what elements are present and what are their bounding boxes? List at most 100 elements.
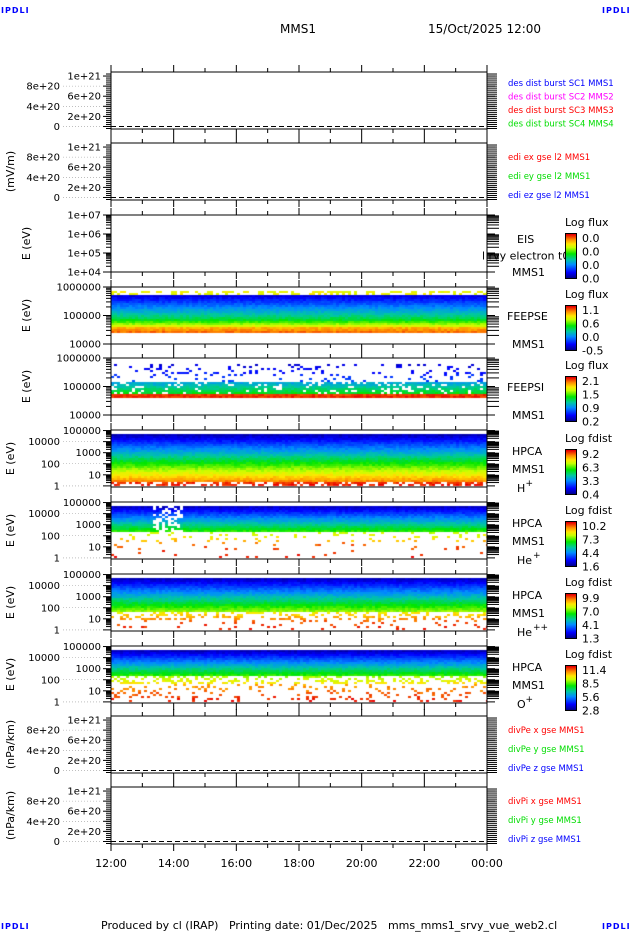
eis-colorbar-swatch	[566, 276, 576, 278]
hpca-he1-colorbar-swatch	[566, 557, 576, 559]
feepse-colorbar-swatch	[566, 325, 576, 327]
eis-colorbar-swatch	[566, 264, 576, 266]
hpca-o-colorbar-swatch	[566, 692, 576, 694]
hpca-h-colorbar-swatch	[566, 450, 576, 452]
hpca-h-spectrogram	[111, 430, 487, 487]
hpca-h-species-label: H	[517, 482, 525, 495]
feepse-colorbar-swatch	[566, 327, 576, 329]
hpca-o-colorbar-swatch	[566, 667, 576, 669]
hpca-he2-colorbar-swatch	[566, 604, 576, 606]
hpca-he2-colorbar-swatch	[566, 629, 576, 631]
time-axis-label: 16:00	[220, 857, 252, 870]
eis-colorbar-label: 0.0	[582, 259, 600, 272]
eis-ytick-label: 1e+04	[67, 268, 101, 279]
hpca-he1-colorbar-swatch	[566, 545, 576, 547]
eis-colorbar-label: 0.0	[582, 273, 600, 286]
feepse-colorbar-swatch	[566, 345, 576, 347]
hpca-o-colorbar-swatch	[566, 679, 576, 681]
feepsi-colorbar-swatch	[566, 388, 576, 390]
hpca-he1-colorbar-swatch	[566, 546, 576, 548]
feepsi-colorbar-swatch	[566, 386, 576, 388]
time-axis-label: 22:00	[408, 857, 440, 870]
hpca-h-colorbar-swatch	[566, 463, 576, 465]
hpca-h-colorbar-swatch	[566, 488, 576, 490]
feepsi-colorbar-swatch	[566, 401, 576, 403]
hpca-h-ytick-label: 1	[54, 481, 60, 492]
hpca-he1-colorbar-swatch	[566, 556, 576, 558]
feepsi-colorbar-label: 0.2	[582, 416, 600, 429]
hpca-o-colorbar-swatch	[566, 684, 576, 686]
feepsi-colorbar-swatch	[566, 392, 576, 394]
feepse-colorbar-swatch	[566, 342, 576, 344]
hpca-o-colorbar-swatch	[566, 696, 576, 698]
hpca-he1-ytick-label: 100	[41, 531, 60, 542]
hpca-h-colorbar-swatch	[566, 476, 576, 478]
hpca-he2-colorbar-swatch	[566, 625, 576, 627]
hpca-he1-colorbar-swatch	[566, 533, 576, 535]
divpe-legend-item: divPe y gse MMS1	[508, 745, 585, 755]
feepsi-colorbar-swatch	[566, 381, 576, 383]
divpi-legend-item: divPi x gse MMS1	[508, 797, 582, 807]
hpca-h-colorbar-swatch	[566, 460, 576, 462]
hpca-he1-colorbar-frame	[565, 521, 577, 567]
des-dist-burst-ytick-label: 8e+20	[26, 82, 60, 93]
feepse-colorbar-swatch	[566, 343, 576, 345]
hpca-h-colorbar-swatch	[566, 462, 576, 464]
hpca-he1-colorbar-swatch	[566, 536, 576, 538]
hpca-he1-colorbar-swatch	[566, 539, 576, 541]
hpca-h-colorbar-swatch	[566, 471, 576, 473]
eis-ytick-label: 1e+05	[67, 249, 101, 260]
hpca-h-colorbar-swatch	[566, 461, 576, 463]
feepse-colorbar-swatch	[566, 323, 576, 325]
hpca-he2-colorbar-swatch	[566, 620, 576, 622]
hpca-he2-colorbar-swatch	[566, 630, 576, 632]
hpca-h-colorbar-swatch	[566, 480, 576, 482]
hpca-he2-colorbar-swatch	[566, 600, 576, 602]
feepse-colorbar-swatch	[566, 341, 576, 343]
hpca-he2-colorbar-swatch	[566, 634, 576, 636]
hpca-o-colorbar-swatch	[566, 681, 576, 683]
feepse-colorbar-swatch	[566, 319, 576, 321]
feepsi-colorbar-swatch	[566, 384, 576, 386]
eis-colorbar-swatch	[566, 246, 576, 248]
hpca-h-frame	[110, 429, 488, 488]
eis-colorbar-swatch	[566, 249, 576, 251]
hpca-h-colorbar-swatch	[566, 468, 576, 470]
hpca-h-ytick-label: 1000	[76, 448, 101, 459]
feepse-colorbar-swatch	[566, 332, 576, 334]
hpca-h-colorbar-frame	[565, 449, 577, 495]
hpca-he2-colorbar-swatch	[566, 595, 576, 597]
hpca-h-colorbar-swatch	[566, 473, 576, 475]
time-axis-label: 20:00	[346, 857, 378, 870]
divpi-ytick-label: 4e+20	[26, 817, 60, 828]
feepsi-colorbar-swatch	[566, 395, 576, 397]
hpca-o-colorbar-swatch	[566, 705, 576, 707]
des-dist-burst-ytick-label: 1e+21	[67, 72, 101, 83]
hpca-o-colorbar-title: Log fdist	[565, 648, 613, 661]
hpca-h-colorbar-swatch	[566, 477, 576, 479]
hpca-he1-colorbar-swatch	[566, 552, 576, 554]
hpca-he2-colorbar-swatch	[566, 612, 576, 614]
hpca-h-colorbar-swatch	[566, 451, 576, 453]
feepsi-colorbar-swatch	[566, 393, 576, 395]
feepsi-colorbar-swatch	[566, 396, 576, 398]
divpi-legend-item: divPi z gse MMS1	[508, 835, 581, 845]
hpca-he1-frame	[110, 501, 488, 560]
hpca-he2-colorbar-swatch	[566, 622, 576, 624]
hpca-he2-colorbar-swatch	[566, 621, 576, 623]
feepsi-colorbar-swatch	[566, 399, 576, 401]
hpca-he2-instrument-label: HPCA	[512, 589, 543, 602]
eis-colorbar-title: Log flux	[565, 216, 609, 229]
hpca-he1-colorbar-swatch	[566, 522, 576, 524]
des-dist-burst-ytick-label: 0	[54, 122, 60, 133]
hpca-he1-charge-label: +	[533, 551, 541, 561]
hpca-h-charge-label: +	[526, 479, 534, 489]
hpca-o-colorbar-swatch	[566, 694, 576, 696]
hpca-h-colorbar-swatch	[566, 482, 576, 484]
hpca-h-ytick-label: 100000	[63, 426, 101, 437]
eis-colorbar-swatch	[566, 254, 576, 256]
divpe-ytick-label: 6e+20	[67, 736, 101, 747]
eis-colorbar-swatch	[566, 243, 576, 245]
divpe-ytick-label: 4e+20	[26, 746, 60, 757]
